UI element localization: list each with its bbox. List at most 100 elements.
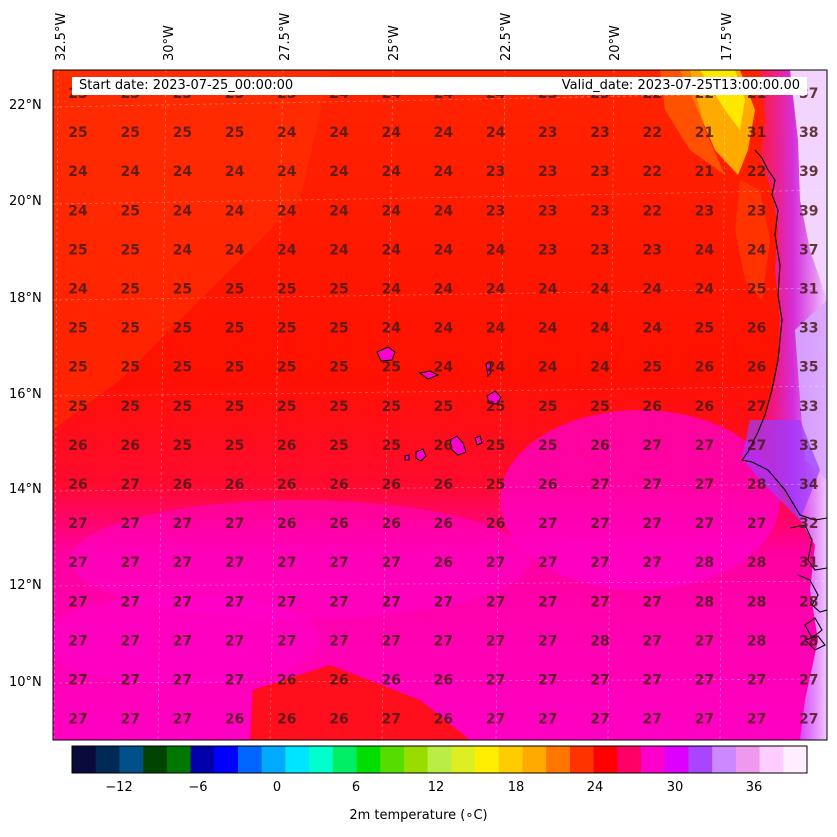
grid-value: 24 [277,164,297,180]
grid-value: 24 [642,321,662,337]
grid-value: 27 [173,633,192,649]
grid-value: 27 [381,712,400,728]
colorbar-tick: 6 [351,780,361,795]
grid-value: 26 [68,477,87,493]
grid-value: 24 [434,125,454,141]
colorbar-segment [664,746,690,773]
grid-value: 26 [590,438,609,454]
lon-label: 25°W [387,25,402,61]
grid-value: 31 [747,125,766,141]
grid-value: 25 [68,242,87,258]
grid-value: 24 [590,321,610,337]
grid-value: 33 [799,321,818,337]
grid-value: 27 [799,673,818,689]
colorbar-segment [688,746,713,773]
grid-value: 24 [329,164,349,180]
grid-value: 25 [225,438,244,454]
grid-value: 24 [329,125,349,141]
lon-label: 32.5°W [54,12,69,61]
colorbar-segment [735,746,761,773]
grid-value: 27 [486,594,505,610]
lat-label: 18°N [9,291,42,306]
grid-value: 25 [277,360,296,376]
colorbar-tick: 12 [427,780,445,795]
grid-value: 27 [538,633,557,649]
lon-label: 20°W [608,25,623,61]
grid-value: 26 [277,477,296,493]
colorbar-segment [332,746,358,773]
colorbar-segment [403,746,429,773]
grid-value: 24 [590,282,610,298]
grid-value: 25 [225,282,244,298]
colorbar-segment [143,746,168,773]
grid-value: 24 [486,242,506,258]
grid-value: 27 [747,399,766,415]
grid-value: 37 [799,242,818,258]
grid-value: 27 [120,633,139,649]
colorbar-tick: 30 [666,780,684,795]
grid-value: 25 [68,399,87,415]
grid-value: 24 [538,360,558,376]
colorbar-segment [498,746,524,773]
grid-value: 27 [642,712,661,728]
grid-value: 27 [486,633,505,649]
lon-label: 17.5°W [720,12,735,61]
grid-value: 28 [799,633,818,649]
grid-value: 27 [120,516,139,532]
grid-value: 23 [747,203,766,219]
grid-value: 27 [486,555,505,571]
grid-value: 26 [434,555,453,571]
colorbar-segment [72,746,97,773]
grid-value: 25 [120,125,139,141]
grid-value: 24 [434,360,454,376]
grid-value: 26 [381,516,400,532]
gridlines [53,70,827,740]
grid-value: 22 [642,125,661,141]
grid-value: 27 [538,555,557,571]
colorbar-tick: −6 [188,780,208,795]
coastline [741,149,827,651]
colorbar-segment [569,746,595,773]
grid-value: 23 [590,125,609,141]
grid-value: 27 [642,477,661,493]
grid-value: 25 [434,399,453,415]
grid-value: 26 [747,321,766,337]
grid-value: 27 [590,516,609,532]
grid-value: 27 [538,712,557,728]
grid-value: 25 [225,360,244,376]
grid-value: 24 [68,282,88,298]
grid-value: 23 [538,242,557,258]
grid-value: 27 [329,594,348,610]
grid-value: 25 [277,399,296,415]
grid-value: 27 [277,594,296,610]
grid-value: 26 [434,438,453,454]
grid-value: 27 [538,516,557,532]
grid-value: 27 [695,712,714,728]
grid-value: 27 [120,673,139,689]
grid-value: 26 [329,673,348,689]
grid-value: 25 [68,125,87,141]
grid-value: 26 [434,712,453,728]
grid-value: 24 [486,321,506,337]
grid-value: 27 [68,712,87,728]
colorbar-segment [712,746,737,773]
colorbar-segment [522,746,547,773]
grid-value: 39 [799,203,818,219]
grid-value: 23 [695,203,714,219]
grid-value: 23 [486,203,505,219]
grid-value: 24 [486,282,506,298]
grid-value: 28 [747,594,766,610]
grid-value: 25 [225,399,244,415]
grid-value: 25 [173,438,192,454]
grid-value: 26 [486,516,505,532]
grid-value: 27 [642,594,661,610]
grid-value: 27 [329,633,348,649]
grid-value: 24 [538,321,558,337]
grid-value: 27 [225,594,244,610]
grid-value: 24 [381,242,401,258]
lat-label: 20°N [9,194,42,209]
grid-value: 28 [799,594,818,610]
info-bar: Start date: 2023-07-25_00:00:00 Valid_da… [72,77,807,95]
grid-value: 25 [642,360,661,376]
grid-value: 25 [277,321,296,337]
